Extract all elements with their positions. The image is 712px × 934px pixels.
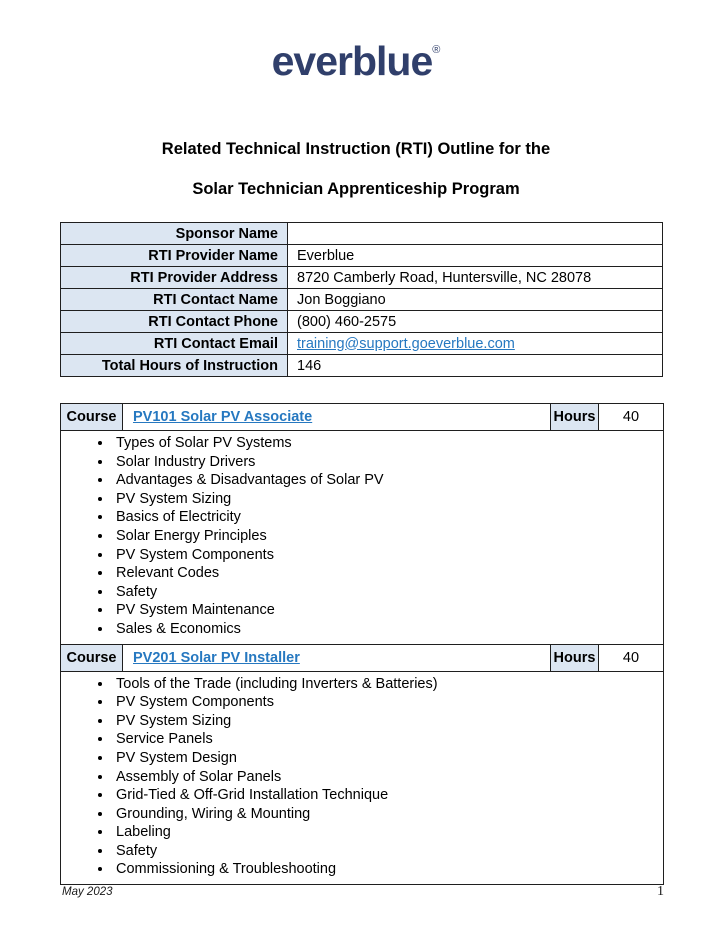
row-label-contact-phone: RTI Contact Phone — [60, 310, 288, 333]
row-label-provider-address: RTI Provider Address — [60, 266, 288, 289]
topic-item: Safety — [113, 842, 657, 861]
row-value-contact-email: training@support.goeverblue.com — [287, 332, 663, 355]
course-header-row-pv201: Course PV201 Solar PV Installer Hours 40 — [60, 643, 664, 672]
table-row: Sponsor Name — [60, 222, 663, 245]
rti-info-table: Sponsor Name RTI Provider Name Everblue … — [60, 222, 663, 377]
topic-item: PV System Maintenance — [113, 601, 657, 620]
topic-item: Sales & Economics — [113, 620, 657, 639]
row-value-sponsor-name — [287, 222, 663, 245]
table-row: RTI Provider Name Everblue — [60, 244, 663, 267]
topic-item: Commissioning & Troubleshooting — [113, 860, 657, 879]
course-outline-table: Course PV101 Solar PV Associate Hours 40… — [60, 403, 664, 886]
row-label-total-hours: Total Hours of Instruction — [60, 354, 288, 377]
table-row: RTI Contact Name Jon Boggiano — [60, 288, 663, 311]
row-label-contact-name: RTI Contact Name — [60, 288, 288, 311]
registered-trademark-mark: ® — [432, 44, 441, 56]
topic-item: Advantages & Disadvantages of Solar PV — [113, 471, 657, 490]
row-label-provider-name: RTI Provider Name — [60, 244, 288, 267]
footer-page-number: 1 — [657, 884, 664, 899]
topic-item: Grounding, Wiring & Mounting — [113, 805, 657, 824]
page-footer: May 2023 1 — [62, 884, 664, 900]
course-link-pv101[interactable]: PV101 Solar PV Associate — [133, 409, 313, 425]
hours-label: Hours — [550, 643, 599, 672]
row-value-contact-phone: (800) 460-2575 — [287, 310, 663, 333]
course-title-cell: PV201 Solar PV Installer — [122, 643, 551, 672]
course-header-row-pv101: Course PV101 Solar PV Associate Hours 40 — [60, 403, 664, 431]
topic-item: Relevant Codes — [113, 564, 657, 583]
document-title: Related Technical Instruction (RTI) Outl… — [0, 129, 712, 209]
course-title-cell: PV101 Solar PV Associate — [122, 403, 551, 431]
row-value-provider-name: Everblue — [287, 244, 663, 267]
course-link-pv201[interactable]: PV201 Solar PV Installer — [133, 649, 300, 666]
topic-item: PV System Components — [113, 546, 657, 565]
topic-list-pv201: Tools of the Trade (including Inverters … — [61, 675, 657, 880]
hours-label: Hours — [550, 403, 599, 431]
topic-item: Solar Energy Principles — [113, 527, 657, 546]
topic-item: Safety — [113, 583, 657, 602]
topic-item: Solar Industry Drivers — [113, 453, 657, 472]
course-topics-row-pv101: Types of Solar PV SystemsSolar Industry … — [60, 430, 664, 645]
row-value-provider-address: 8720 Camberly Road, Huntersville, NC 280… — [287, 266, 663, 289]
topic-item: PV System Design — [113, 749, 657, 768]
row-value-total-hours: 146 — [287, 354, 663, 377]
table-row: Total Hours of Instruction 146 — [60, 354, 663, 377]
table-row: RTI Provider Address 8720 Camberly Road,… — [60, 266, 663, 289]
topics-cell: Types of Solar PV SystemsSolar Industry … — [60, 430, 664, 645]
topic-list-pv101: Types of Solar PV SystemsSolar Industry … — [61, 434, 657, 639]
row-label-contact-email: RTI Contact Email — [60, 332, 288, 355]
row-value-contact-name: Jon Boggiano — [287, 288, 663, 311]
topics-cell: Tools of the Trade (including Inverters … — [60, 670, 664, 886]
course-label: Course — [60, 403, 123, 431]
hours-value: 40 — [598, 643, 664, 672]
contact-email-link[interactable]: training@support.goeverblue.com — [297, 335, 515, 352]
topic-item: Basics of Electricity — [113, 508, 657, 527]
row-label-sponsor-name: Sponsor Name — [60, 222, 288, 245]
topic-item: Tools of the Trade (including Inverters … — [113, 675, 657, 694]
everblue-logo: everblue® — [0, 0, 712, 83]
logo-text: everblue — [271, 38, 434, 84]
topic-item: PV System Sizing — [113, 490, 657, 509]
topic-item: Service Panels — [113, 730, 657, 749]
topic-item: PV System Components — [113, 693, 657, 712]
topic-item: Grid-Tied & Off-Grid Installation Techni… — [113, 786, 657, 805]
course-topics-row-pv201: Tools of the Trade (including Inverters … — [60, 670, 664, 886]
topic-item: Assembly of Solar Panels — [113, 768, 657, 787]
topic-item: Types of Solar PV Systems — [113, 434, 657, 453]
title-line-1: Related Technical Instruction (RTI) Outl… — [161, 140, 551, 158]
course-label: Course — [60, 643, 123, 672]
topic-item: Labeling — [113, 823, 657, 842]
topic-item: PV System Sizing — [113, 712, 657, 731]
title-line-2: Solar Technician Apprenticeship Program — [192, 180, 520, 198]
footer-date: May 2023 — [62, 886, 113, 898]
hours-value: 40 — [598, 403, 664, 431]
table-row: RTI Contact Phone (800) 460-2575 — [60, 310, 663, 333]
table-row: RTI Contact Email training@support.goeve… — [60, 332, 663, 355]
